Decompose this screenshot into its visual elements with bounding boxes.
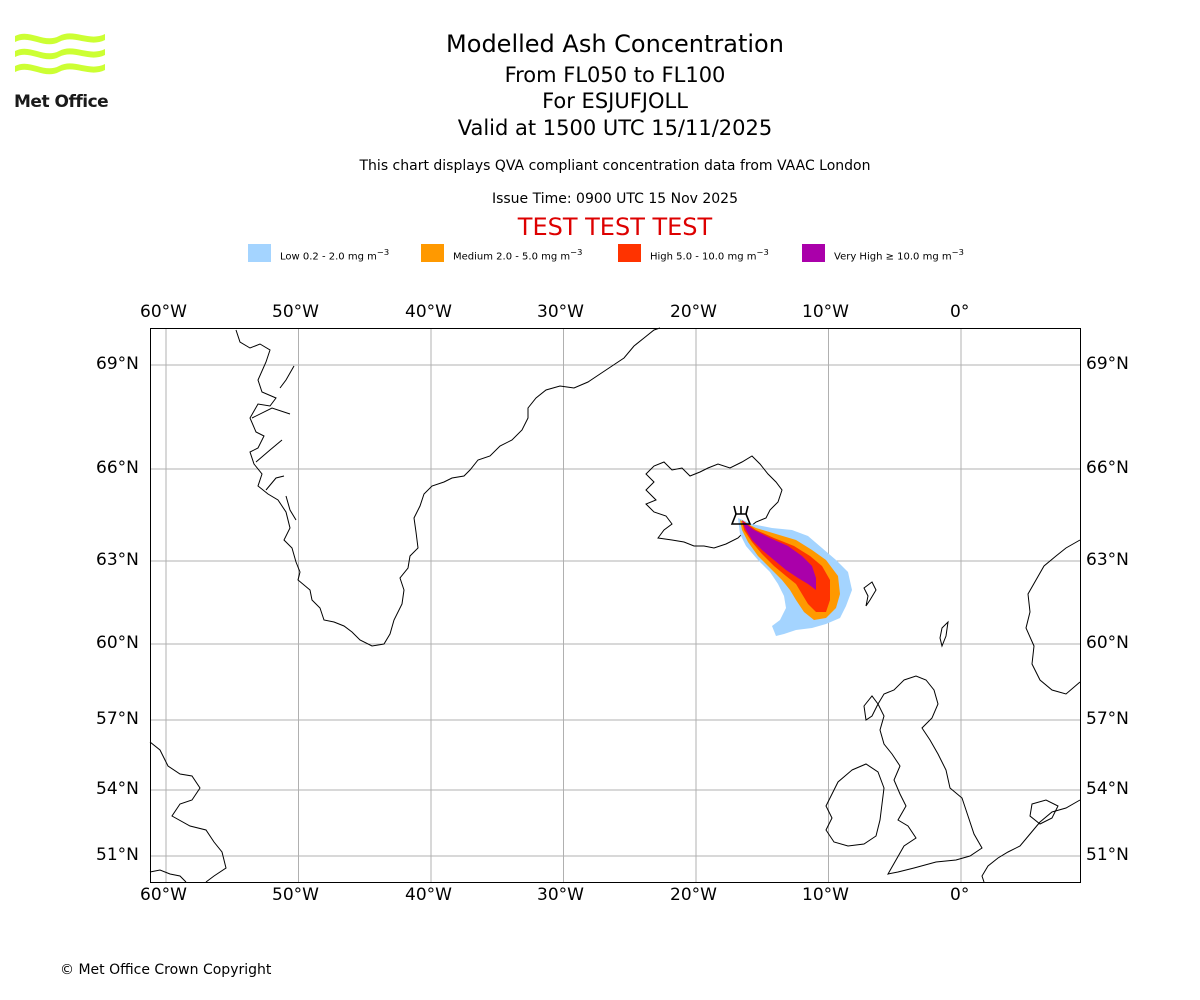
greenland-fjord-4 xyxy=(285,495,297,521)
volcano-name: For ESJUFJOLL xyxy=(542,89,688,113)
legend-label-low: Low 0.2 - 2.0 mg m−3 xyxy=(280,247,390,263)
graticule xyxy=(150,328,1080,882)
chart-title: Modelled Ash Concentration xyxy=(446,30,784,58)
lon-label-top: 20°W xyxy=(670,302,717,322)
map-frame xyxy=(150,328,1081,883)
legend-swatch-high xyxy=(618,244,641,262)
lon-label-bottom: 0° xyxy=(950,885,970,905)
greenland-coastline xyxy=(235,327,661,647)
lon-label-bottom: 60°W xyxy=(140,885,187,905)
norway-coastline xyxy=(1025,539,1081,695)
greenland-fjord-2 xyxy=(255,439,283,463)
labrador-coastline xyxy=(149,741,227,883)
lon-label-bottom: 10°W xyxy=(802,885,849,905)
lon-label-top: 30°W xyxy=(537,302,584,322)
lon-label-bottom: 30°W xyxy=(537,885,584,905)
continent-coastline xyxy=(981,799,1081,883)
hebrides xyxy=(863,695,879,721)
test-banner: TEST TEST TEST xyxy=(517,213,713,241)
greenland-fjord-1 xyxy=(251,407,291,419)
lat-label-left: 60°N xyxy=(96,633,139,653)
greenland-fjord-5 xyxy=(279,365,295,389)
lon-label-bottom: 20°W xyxy=(670,885,717,905)
legend-label-very-high: Very High ≥ 10.0 mg m−3 xyxy=(834,247,964,263)
lat-label-left: 69°N xyxy=(96,354,139,374)
issue-time: Issue Time: 0900 UTC 15 Nov 2025 xyxy=(491,191,739,207)
greenland-fjord-3 xyxy=(265,475,285,491)
met-office-logo-text: Met Office xyxy=(14,92,109,112)
copyright-notice: © Met Office Crown Copyright xyxy=(60,962,272,978)
met-office-waves-icon xyxy=(15,33,105,75)
legend-swatch-low xyxy=(248,244,271,262)
flight-level-range: From FL050 to FL100 xyxy=(504,63,726,87)
faroe-islands xyxy=(863,581,877,607)
newfoundland-coastline xyxy=(149,869,187,883)
lon-label-bottom: 40°W xyxy=(405,885,452,905)
lat-label-right: 54°N xyxy=(1086,779,1129,799)
lon-label-top: 10°W xyxy=(802,302,849,322)
legend-swatch-very-high xyxy=(802,244,825,262)
ash-plume xyxy=(738,518,852,636)
lon-label-top: 50°W xyxy=(272,302,319,322)
iceland-coastline xyxy=(645,455,783,549)
shetland-islands xyxy=(939,620,949,648)
lat-label-left: 66°N xyxy=(96,458,139,478)
lat-label-right: 60°N xyxy=(1086,633,1129,653)
met-office-logo xyxy=(14,30,109,110)
lat-label-left: 54°N xyxy=(96,779,139,799)
lat-label-right: 69°N xyxy=(1086,354,1129,374)
volcano-icon xyxy=(730,505,752,525)
qva-note: This chart displays QVA compliant concen… xyxy=(359,158,871,174)
lat-label-right: 57°N xyxy=(1086,709,1129,729)
legend-label-medium: Medium 2.0 - 5.0 mg m−3 xyxy=(453,247,583,263)
lon-label-top: 60°W xyxy=(140,302,187,322)
lon-label-top: 40°W xyxy=(405,302,452,322)
lat-label-left: 57°N xyxy=(96,709,139,729)
lat-label-right: 66°N xyxy=(1086,458,1129,478)
lat-label-left: 63°N xyxy=(96,550,139,570)
great-britain-coastline xyxy=(877,675,983,875)
valid-time: Valid at 1500 UTC 15/11/2025 xyxy=(457,116,773,140)
ash-very-high-region xyxy=(742,521,816,590)
lat-label-right: 63°N xyxy=(1086,550,1129,570)
lon-label-top: 0° xyxy=(950,302,970,322)
legend-label-high: High 5.0 - 10.0 mg m−3 xyxy=(650,247,769,263)
lat-label-right: 51°N xyxy=(1086,845,1129,865)
lon-label-bottom: 50°W xyxy=(272,885,319,905)
ireland-coastline xyxy=(825,763,885,847)
legend-swatch-medium xyxy=(421,244,444,262)
denmark-coastline xyxy=(1029,799,1059,825)
lat-label-left: 51°N xyxy=(96,845,139,865)
